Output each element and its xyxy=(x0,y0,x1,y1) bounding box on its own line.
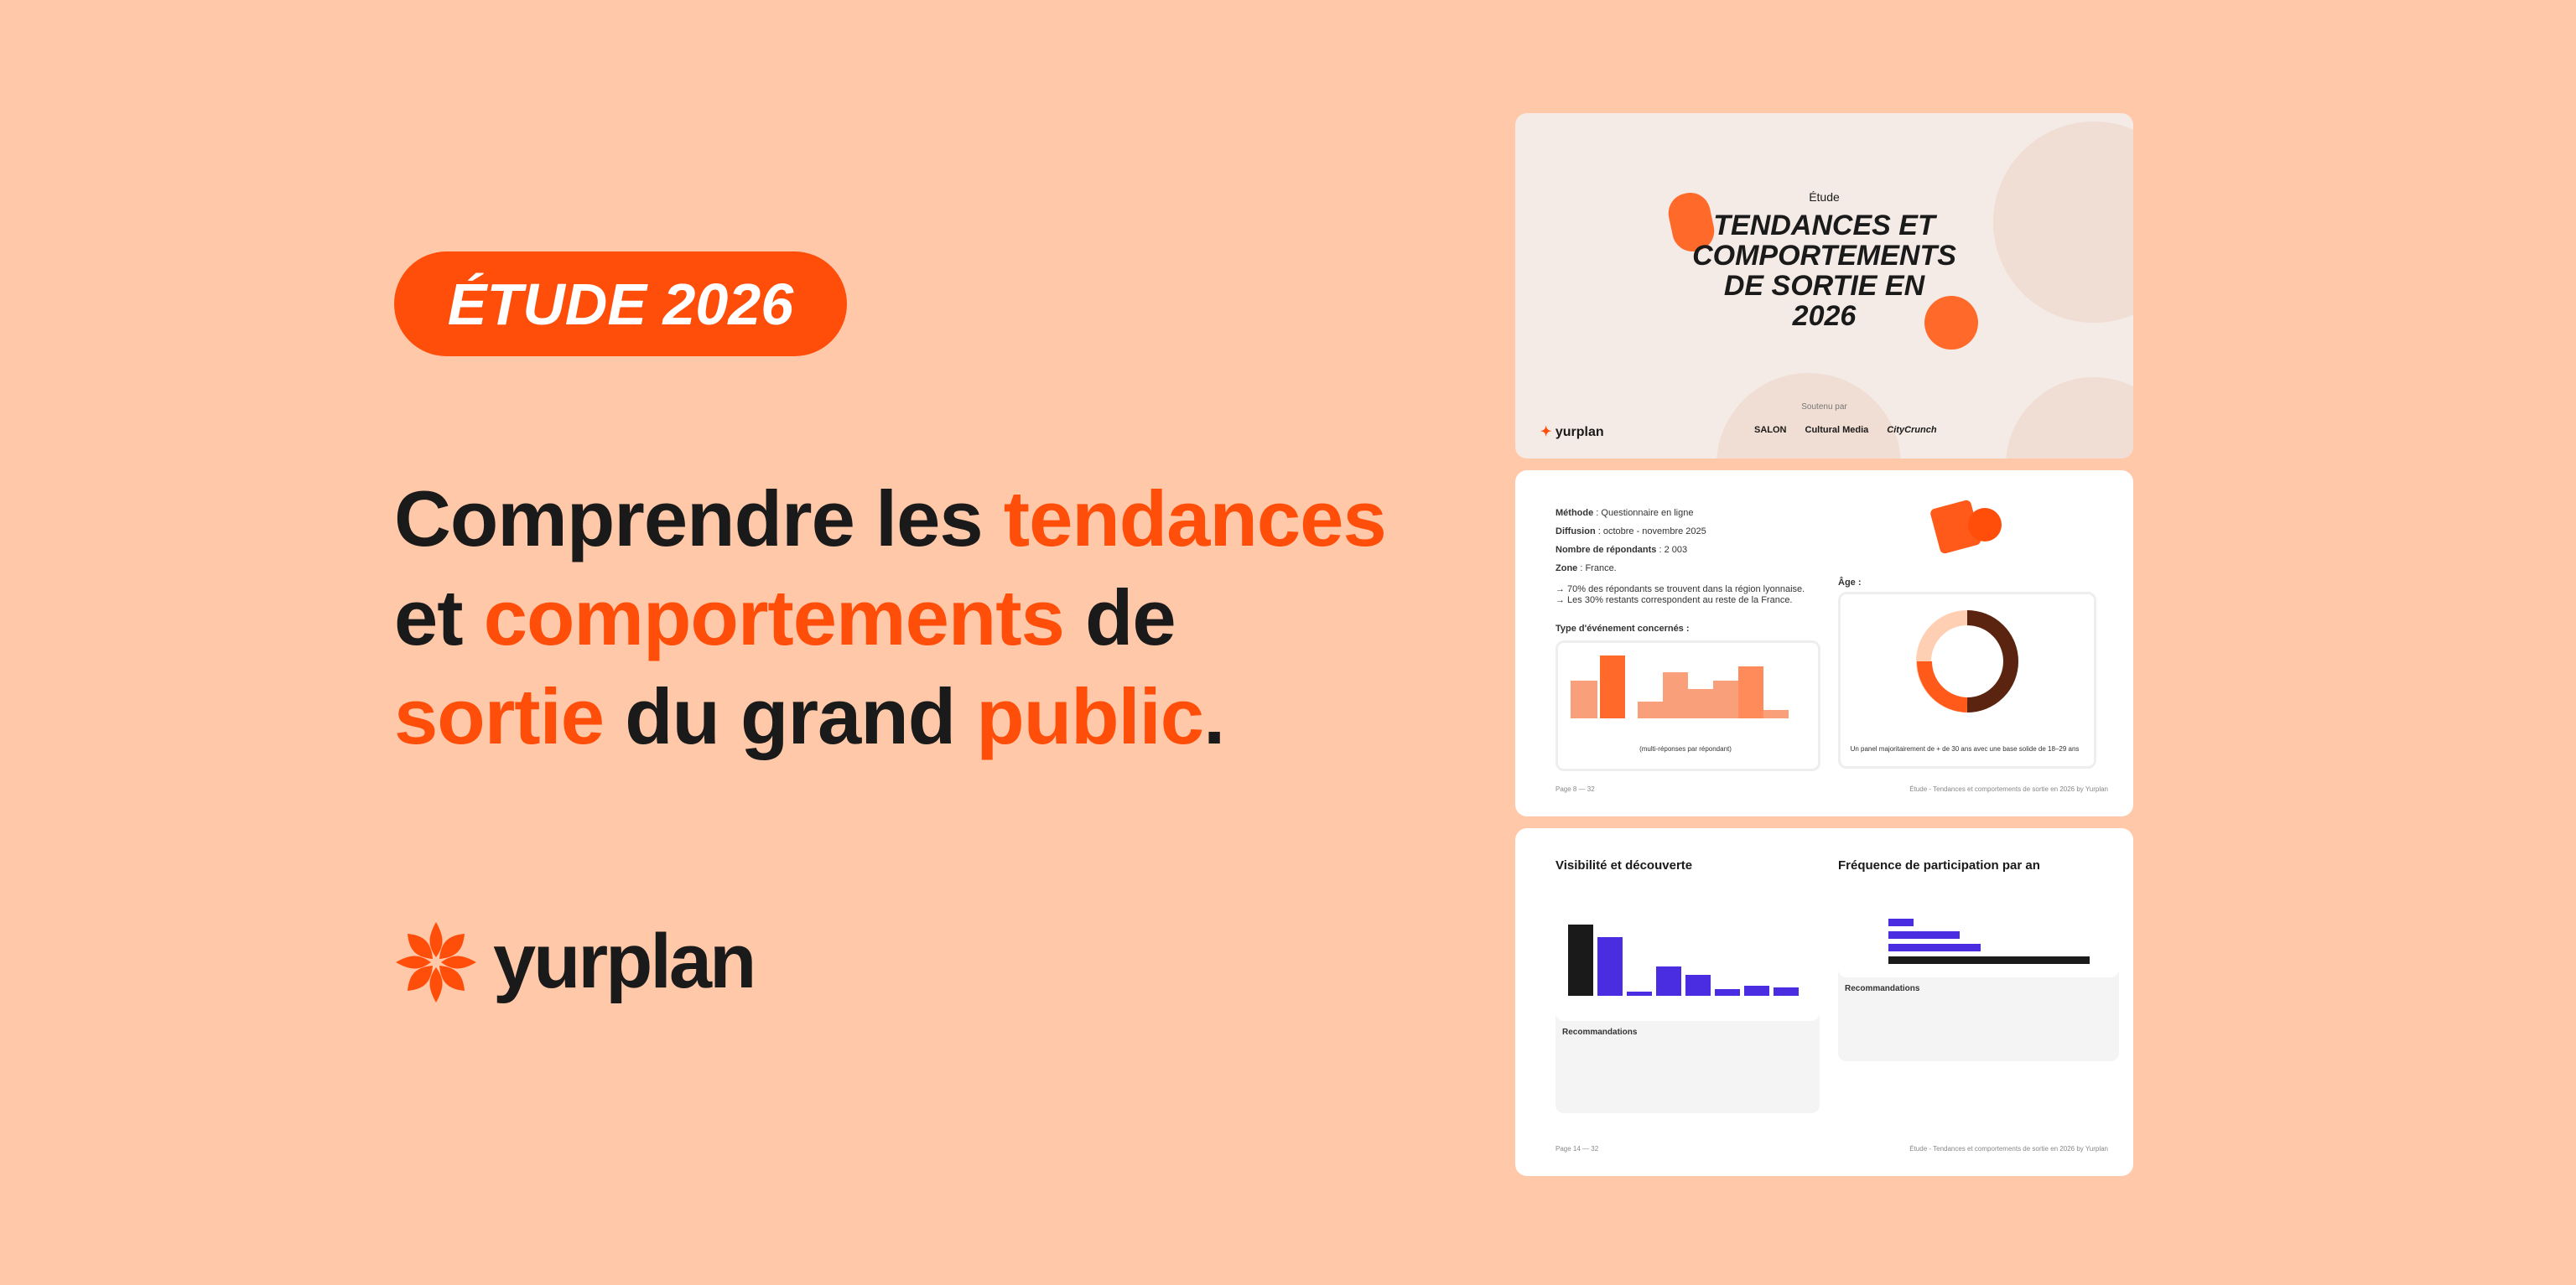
cover-brand-name: yurplan xyxy=(1555,425,1604,439)
cover-title-line: DE SORTIE EN xyxy=(1723,270,1925,302)
headline-text: et xyxy=(394,573,484,661)
cover-title-line: COMPORTEMENTS xyxy=(1692,240,1956,272)
headline-text: de xyxy=(1063,573,1176,661)
cover-brand: ✦ yurplan xyxy=(1540,425,1604,439)
age-title: Âge : xyxy=(1838,578,1862,588)
headline-text: . xyxy=(1203,672,1225,760)
method-label: Diffusion xyxy=(1555,526,1596,536)
slide-footer: Étude - Tendances et comportements de so… xyxy=(1909,785,2108,793)
brand-name: yurplan xyxy=(493,919,756,1004)
sponsor: SALON xyxy=(1754,425,1787,435)
method-note: → 70% des répondants se trouvent dans la… xyxy=(1555,584,1805,594)
frequency-chart xyxy=(1838,902,2119,977)
cover-decor xyxy=(1668,122,2133,459)
cover-title-line: TENDANCES ET xyxy=(1713,210,1935,241)
method-value: : 2 003 xyxy=(1656,545,1688,555)
method-decor xyxy=(1930,500,2002,554)
badge: ÉTUDE 2026 xyxy=(394,251,847,356)
age-chart-box xyxy=(1838,592,2096,769)
headline-text: Comprendre les xyxy=(394,474,1004,562)
cover-kicker: Étude xyxy=(1809,190,1840,204)
reco-title: Recommandations xyxy=(1562,1028,1638,1037)
method-label: Méthode xyxy=(1555,508,1594,518)
visibility-box: Recommandations xyxy=(1555,912,1820,1113)
event-title: Type d'événement concernés : xyxy=(1555,624,1690,634)
sponsors: SALON Cultural Media CityCrunch xyxy=(1754,425,1937,435)
cover-slide: Étude TENDANCES ET COMPORTEMENTS DE SORT… xyxy=(1515,113,2133,459)
event-chart xyxy=(1571,655,1789,718)
frequency-box: Recommandations xyxy=(1838,902,2119,1061)
event-caption: (multi-réponses par répondant) xyxy=(1639,745,1732,753)
age-caption: Un panel majoritairement de + de 30 ans … xyxy=(1850,745,2080,753)
page-number: Page 8 — 32 xyxy=(1555,785,1595,793)
headline-highlight: public xyxy=(976,672,1204,760)
method-label: Nombre de répondants xyxy=(1555,545,1657,555)
reco-title: Recommandations xyxy=(1845,984,1920,993)
method-rows: Méthode : Questionnaire en ligne Diffusi… xyxy=(1555,504,1805,606)
age-chart xyxy=(1916,610,2018,712)
method-value: : France. xyxy=(1577,563,1617,573)
headline-text: du grand xyxy=(603,672,977,760)
sponsor: CityCrunch xyxy=(1887,425,1937,435)
method-slide: Méthode : Questionnaire en ligne Diffusi… xyxy=(1515,470,2133,816)
page-number: Page 14 — 32 xyxy=(1555,1145,1599,1153)
event-chart-box xyxy=(1555,640,1820,771)
method-value: : octobre - novembre 2025 xyxy=(1595,526,1706,536)
cover-title-line: 2026 xyxy=(1792,300,1857,332)
headline: Comprendre les tendances et comportement… xyxy=(394,469,1387,766)
method-value: : Questionnaire en ligne xyxy=(1593,508,1694,518)
brand-icon xyxy=(396,921,476,1003)
supported-by: Soutenu par xyxy=(1801,402,1847,412)
visibility-title: Visibilité et découverte xyxy=(1555,858,1693,873)
headline-highlight: tendances xyxy=(1003,474,1387,562)
slide-footer: Étude - Tendances et comportements de so… xyxy=(1909,1145,2108,1153)
brand-logo: yurplan xyxy=(394,918,756,1006)
frequency-title: Fréquence de participation par an xyxy=(1838,858,2040,873)
visibility-slide: Visibilité et découverte Fréquence de pa… xyxy=(1515,828,2133,1176)
visibility-chart xyxy=(1555,912,1820,1021)
method-label: Zone xyxy=(1555,563,1578,573)
headline-highlight: comportements xyxy=(483,573,1065,661)
method-note: → Les 30% restants correspondent au rest… xyxy=(1555,595,1793,605)
sponsor: Cultural Media xyxy=(1805,425,1869,435)
cover-title: TENDANCES ET COMPORTEMENTS DE SORTIE EN … xyxy=(1515,210,2133,331)
headline-highlight: sortie xyxy=(394,672,605,760)
